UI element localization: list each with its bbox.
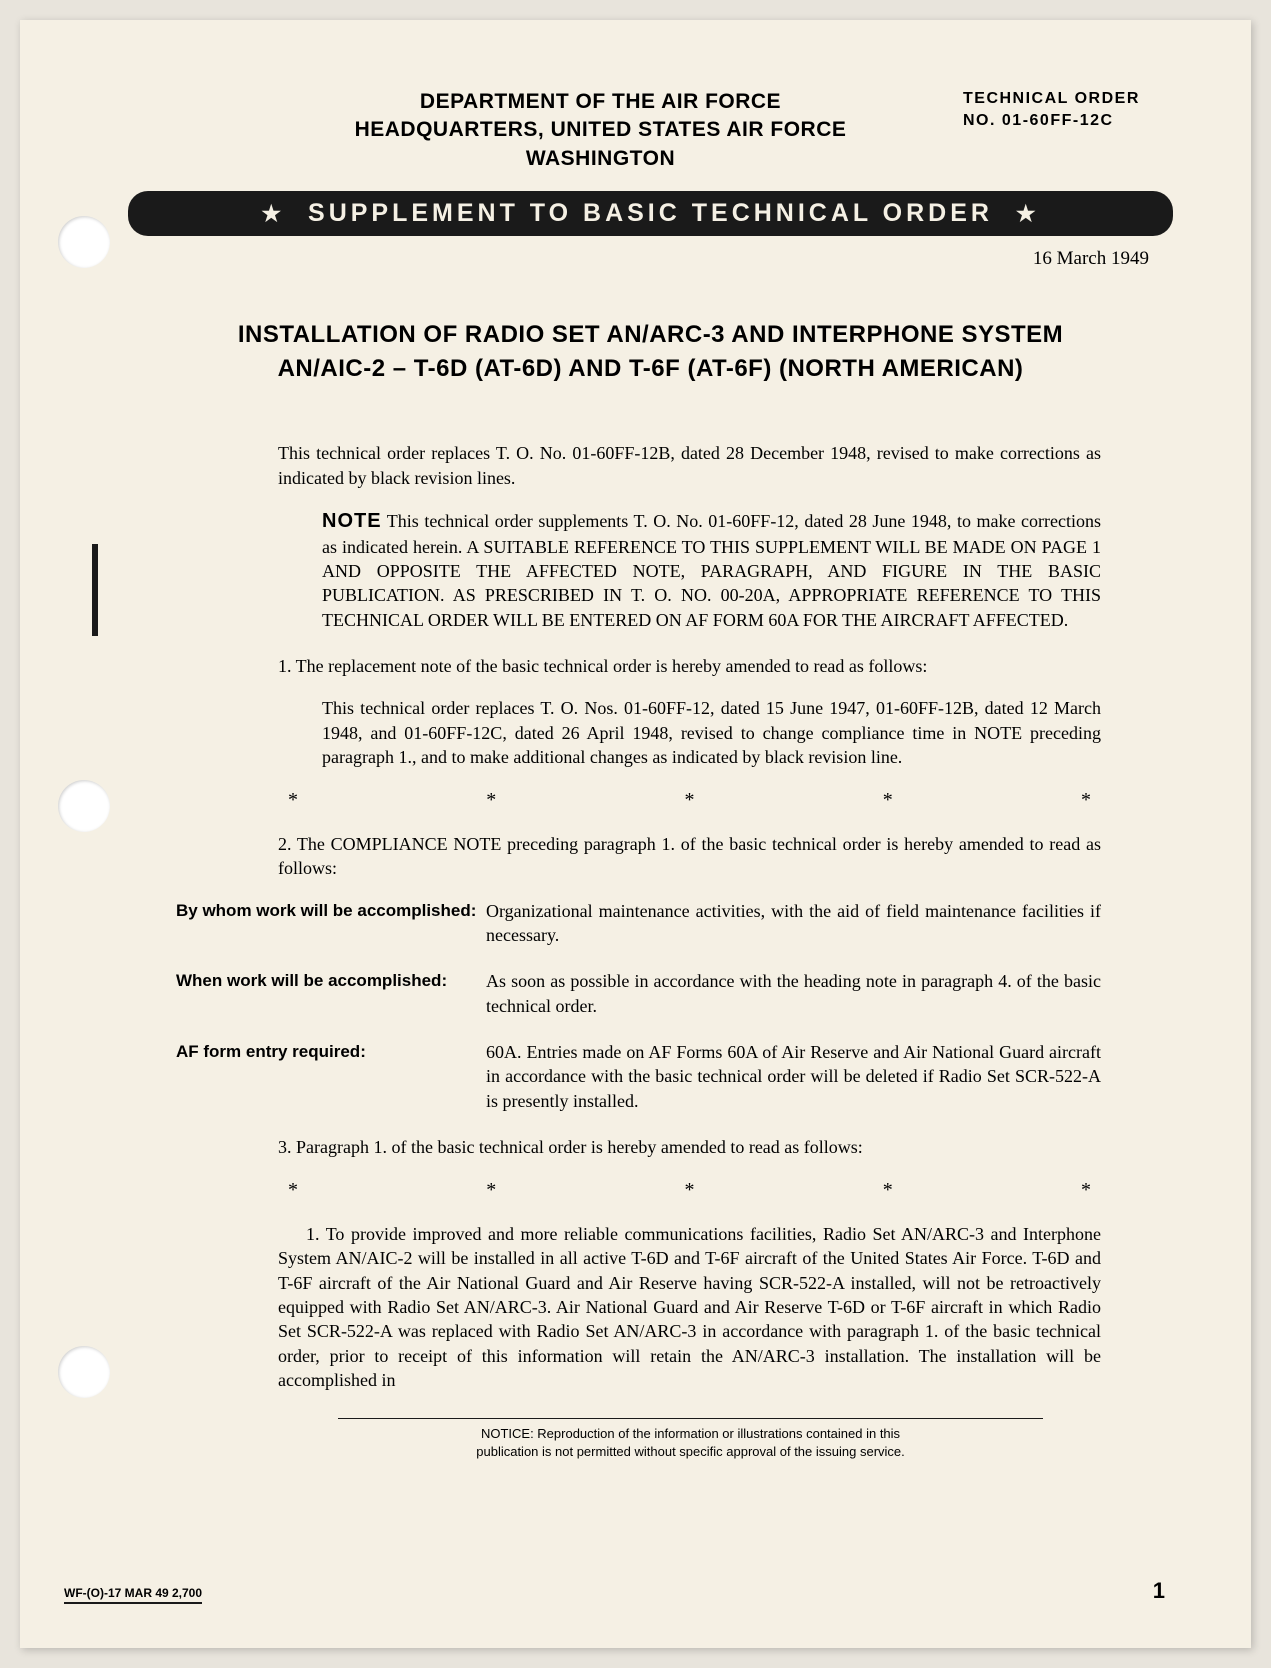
title-line: INSTALLATION OF RADIO SET AN/ARC-3 AND I… [128, 318, 1173, 352]
punch-hole [58, 1346, 110, 1398]
dept-line: WASHINGTON [238, 145, 963, 173]
para1-block: This technical order replaces T. O. Nos.… [322, 696, 1101, 769]
compliance-who-label: By whom work will be accomplished: [176, 899, 486, 948]
footer-code: WF-(O)-17 MAR 49 2,700 [64, 1586, 202, 1604]
revision-bar [92, 544, 98, 636]
para1-intro: 1. The replacement note of the basic tec… [278, 654, 1101, 678]
star-icon: * [288, 1179, 298, 1202]
star-icon: * [1081, 1179, 1091, 1202]
main-title: INSTALLATION OF RADIO SET AN/ARC-3 AND I… [128, 318, 1173, 385]
tech-order-label: TECHNICAL ORDER [963, 88, 1173, 110]
notice-line: publication is not permitted without spe… [338, 1443, 1043, 1461]
star-icon: ★ [1016, 201, 1040, 226]
compliance-form-label: AF form entry required: [176, 1040, 486, 1113]
star-icon: * [1081, 789, 1091, 812]
star-icon: * [486, 1179, 496, 1202]
note-text: This technical order supplements T. O. N… [322, 511, 1101, 630]
document-page: DEPARTMENT OF THE AIR FORCE HEADQUARTERS… [20, 20, 1251, 1648]
star-icon: * [685, 789, 695, 812]
page-number: 1 [1153, 1578, 1165, 1604]
issue-date: 16 March 1949 [128, 248, 1173, 270]
department-header: DEPARTMENT OF THE AIR FORCE HEADQUARTERS… [238, 88, 963, 173]
para3-intro: 3. Paragraph 1. of the basic technical o… [278, 1135, 1101, 1159]
dept-line: HEADQUARTERS, UNITED STATES AIR FORCE [238, 116, 963, 144]
title-line: AN/AIC-2 – T-6D (AT-6D) AND T-6F (AT-6F)… [128, 352, 1173, 386]
content-body: This technical order replaces T. O. No. … [128, 441, 1173, 1392]
note-block: NOTE This technical order supplements T.… [278, 508, 1101, 632]
star-icon: * [883, 1179, 893, 1202]
tech-order-number: NO. 01-60FF-12C [963, 110, 1173, 132]
star-icon: * [685, 1179, 695, 1202]
para2-intro: 2. The COMPLIANCE NOTE preceding paragra… [278, 832, 1101, 881]
punch-hole [58, 216, 110, 268]
notice-line: NOTICE: Reproduction of the information … [338, 1425, 1043, 1443]
compliance-when-label: When work will be accomplished: [176, 969, 486, 1018]
intro-paragraph: This technical order replaces T. O. No. … [278, 441, 1101, 490]
supplement-banner: ★ SUPPLEMENT TO BASIC TECHNICAL ORDER ★ [128, 191, 1173, 236]
note-paragraph: NOTE This technical order supplements T.… [322, 508, 1101, 632]
star-icon: * [883, 789, 893, 812]
para3-block: 1. To provide improved and more reliable… [278, 1222, 1101, 1392]
separator-row: * * * * * [278, 1179, 1101, 1202]
banner-text: SUPPLEMENT TO BASIC TECHNICAL ORDER [308, 199, 993, 227]
compliance-row: AF form entry required: 60A. Entries mad… [176, 1040, 1101, 1113]
para1-quote: This technical order replaces T. O. Nos.… [278, 696, 1101, 769]
star-icon: * [288, 789, 298, 812]
separator-row: * * * * * [278, 789, 1101, 812]
compliance-row: When work will be accomplished: As soon … [176, 969, 1101, 1018]
compliance-row: By whom work will be accomplished: Organ… [176, 899, 1101, 948]
compliance-when-text: As soon as possible in accordance with t… [486, 969, 1101, 1018]
star-icon: ★ [261, 201, 285, 226]
notice-footer: NOTICE: Reproduction of the information … [338, 1418, 1043, 1461]
star-icon: * [486, 789, 496, 812]
compliance-form-text: 60A. Entries made on AF Forms 60A of Air… [486, 1040, 1101, 1113]
dept-line: DEPARTMENT OF THE AIR FORCE [238, 88, 963, 116]
compliance-who-text: Organizational maintenance activities, w… [486, 899, 1101, 948]
punch-hole [58, 780, 110, 832]
tech-order-box: TECHNICAL ORDER NO. 01-60FF-12C [963, 88, 1173, 133]
header-row: DEPARTMENT OF THE AIR FORCE HEADQUARTERS… [128, 88, 1173, 173]
note-label: NOTE [322, 510, 382, 532]
